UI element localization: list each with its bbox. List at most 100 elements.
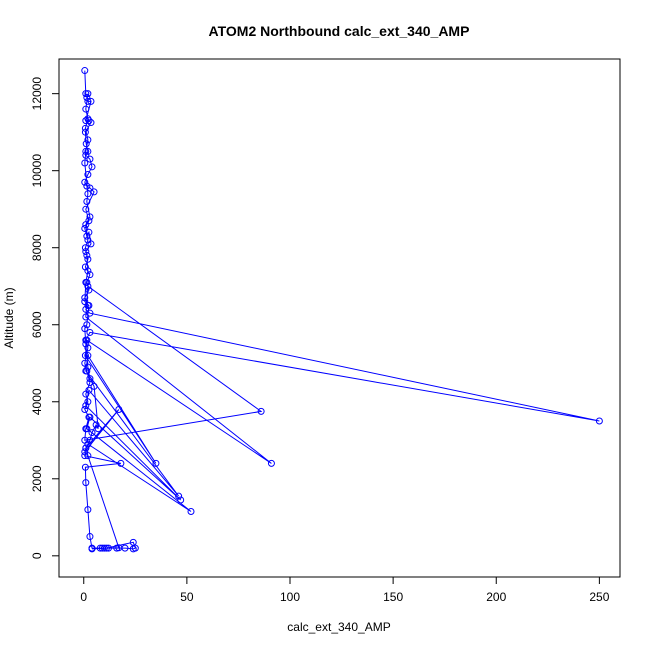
data-point bbox=[92, 421, 100, 429]
x-tick-label: 150 bbox=[383, 590, 403, 604]
data-point bbox=[86, 328, 94, 336]
data-point bbox=[83, 321, 91, 329]
data-point bbox=[86, 309, 94, 317]
data-point bbox=[81, 128, 89, 136]
x-tick-label: 0 bbox=[80, 590, 87, 604]
y-tick-label: 10000 bbox=[30, 154, 44, 188]
data-point bbox=[85, 286, 93, 294]
data-point bbox=[84, 171, 92, 179]
data-point bbox=[81, 244, 89, 252]
data-point bbox=[83, 425, 91, 433]
data-point bbox=[86, 379, 94, 387]
data-point bbox=[84, 506, 92, 514]
data-point bbox=[82, 105, 90, 113]
data-point bbox=[81, 67, 89, 75]
data-point bbox=[84, 115, 92, 123]
data-point bbox=[82, 151, 90, 159]
data-point bbox=[98, 544, 106, 552]
data-point bbox=[84, 398, 92, 406]
y-tick-label: 0 bbox=[30, 552, 44, 559]
data-point bbox=[82, 444, 90, 452]
plot-frame bbox=[58, 58, 621, 578]
series-line bbox=[84, 70, 600, 550]
data-point bbox=[86, 375, 94, 383]
data-point bbox=[115, 544, 123, 552]
data-point bbox=[83, 197, 91, 205]
y-tick-label: 12000 bbox=[30, 77, 44, 111]
data-point bbox=[152, 459, 160, 467]
data-point bbox=[175, 492, 183, 500]
data-point bbox=[84, 136, 92, 144]
data-point bbox=[82, 479, 90, 487]
data-point bbox=[86, 533, 94, 541]
data-point bbox=[81, 405, 89, 413]
y-axis: 0 2000 4000 6000 8000 10000 12000 bbox=[30, 77, 60, 559]
data-point bbox=[82, 367, 90, 375]
data-point bbox=[81, 224, 89, 232]
data-point bbox=[84, 267, 92, 275]
data-point bbox=[81, 159, 89, 167]
data-point bbox=[86, 413, 94, 421]
data-point bbox=[84, 282, 92, 290]
y-tick-label: 4000 bbox=[30, 388, 44, 415]
data-point bbox=[81, 298, 89, 306]
data-point bbox=[84, 255, 92, 263]
x-tick-label: 100 bbox=[280, 590, 300, 604]
data-point bbox=[84, 97, 92, 105]
x-tick-label: 200 bbox=[486, 590, 506, 604]
data-point bbox=[81, 352, 89, 360]
series-layer bbox=[81, 67, 603, 553]
y-axis-label: Altitude (m) bbox=[2, 287, 16, 348]
data-point bbox=[84, 236, 92, 244]
data-point bbox=[88, 545, 96, 553]
data-point bbox=[177, 496, 185, 504]
y-tick-label: 2000 bbox=[30, 465, 44, 492]
data-point bbox=[88, 163, 96, 171]
data-point bbox=[83, 336, 91, 344]
data-point bbox=[82, 402, 90, 410]
data-point bbox=[84, 190, 92, 198]
data-point bbox=[82, 248, 90, 256]
data-point bbox=[595, 417, 603, 425]
data-point bbox=[86, 436, 94, 444]
data-point bbox=[81, 294, 89, 302]
data-point bbox=[102, 544, 110, 552]
data-point bbox=[84, 352, 92, 360]
data-point bbox=[81, 178, 89, 186]
data-point bbox=[82, 278, 90, 286]
data-point bbox=[82, 140, 90, 148]
data-point bbox=[84, 90, 92, 98]
data-point bbox=[81, 325, 89, 333]
data-point bbox=[84, 440, 92, 448]
data-point bbox=[84, 452, 92, 460]
x-axis-label: calc_ext_340_AMP bbox=[287, 620, 390, 634]
data-point bbox=[85, 386, 93, 394]
data-point bbox=[82, 221, 90, 229]
data-point bbox=[82, 205, 90, 213]
data-point bbox=[85, 228, 93, 236]
data-point bbox=[84, 363, 92, 371]
data-point bbox=[82, 147, 90, 155]
data-point bbox=[129, 538, 137, 546]
chart-title: ATOM2 Northbound calc_ext_340_AMP bbox=[209, 23, 470, 39]
y-tick-label: 6000 bbox=[30, 311, 44, 338]
data-point bbox=[82, 313, 90, 321]
x-tick-label: 250 bbox=[589, 590, 609, 604]
y-tick-label: 8000 bbox=[30, 234, 44, 261]
data-point bbox=[84, 344, 92, 352]
data-point bbox=[82, 340, 90, 348]
data-point bbox=[94, 425, 102, 433]
x-axis: 0 50 100 150 200 250 bbox=[80, 576, 610, 604]
data-point bbox=[88, 429, 96, 437]
data-point bbox=[90, 382, 98, 390]
x-tick-label: 50 bbox=[180, 590, 194, 604]
data-point bbox=[257, 407, 265, 415]
data-point bbox=[115, 405, 123, 413]
data-point bbox=[85, 301, 93, 309]
data-point bbox=[87, 97, 95, 105]
data-point bbox=[81, 124, 89, 132]
data-point bbox=[83, 232, 91, 240]
data-point bbox=[81, 452, 89, 460]
data-point bbox=[82, 90, 90, 98]
